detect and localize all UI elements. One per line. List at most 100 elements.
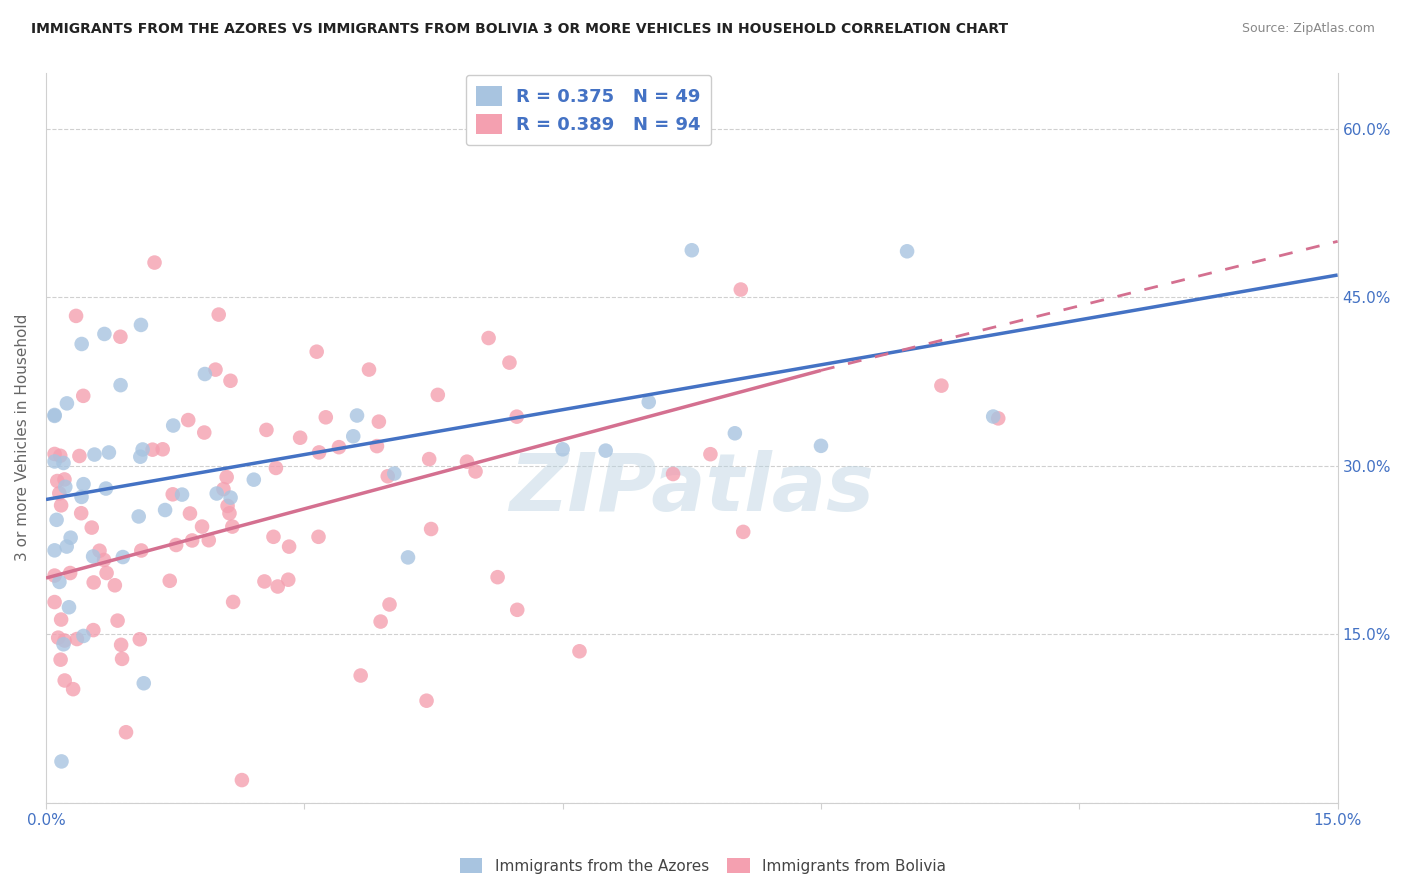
Point bbox=[159, 574, 181, 588]
Point bbox=[44, 568, 66, 582]
Point bbox=[170, 487, 193, 501]
Point bbox=[222, 595, 245, 609]
Point bbox=[215, 470, 238, 484]
Point bbox=[288, 431, 311, 445]
Point bbox=[478, 331, 501, 345]
Point bbox=[315, 410, 337, 425]
Point bbox=[129, 450, 152, 464]
Point bbox=[197, 533, 219, 548]
Point bbox=[45, 513, 67, 527]
Point bbox=[498, 356, 520, 370]
Text: ZIPatlas: ZIPatlas bbox=[509, 450, 875, 528]
Point bbox=[191, 519, 214, 533]
Point bbox=[53, 633, 76, 648]
Point bbox=[153, 503, 176, 517]
Point bbox=[420, 522, 443, 536]
Point bbox=[141, 442, 163, 457]
Point bbox=[506, 409, 529, 424]
Point bbox=[49, 449, 72, 463]
Point bbox=[896, 244, 918, 259]
Point bbox=[89, 543, 111, 558]
Point bbox=[810, 439, 832, 453]
Point bbox=[218, 506, 240, 520]
Point bbox=[243, 473, 266, 487]
Point bbox=[681, 244, 703, 258]
Point bbox=[110, 638, 132, 652]
Point bbox=[53, 673, 76, 688]
Point bbox=[217, 499, 239, 513]
Point bbox=[128, 509, 150, 524]
Point bbox=[94, 482, 117, 496]
Point bbox=[128, 632, 150, 647]
Point bbox=[366, 439, 388, 453]
Point bbox=[370, 615, 392, 629]
Point bbox=[56, 396, 79, 410]
Point bbox=[931, 378, 953, 392]
Point bbox=[53, 472, 76, 486]
Point bbox=[49, 499, 72, 513]
Point bbox=[194, 367, 217, 381]
Point bbox=[82, 549, 104, 564]
Point bbox=[346, 409, 368, 423]
Point bbox=[205, 486, 228, 500]
Point bbox=[62, 682, 84, 697]
Point bbox=[415, 694, 437, 708]
Point bbox=[52, 637, 75, 651]
Point bbox=[177, 413, 200, 427]
Point bbox=[52, 456, 75, 470]
Point bbox=[162, 418, 184, 433]
Point bbox=[67, 449, 90, 463]
Legend: Immigrants from the Azores, Immigrants from Bolivia: Immigrants from the Azores, Immigrants f… bbox=[454, 852, 952, 880]
Point bbox=[382, 467, 405, 481]
Point bbox=[82, 623, 104, 637]
Point bbox=[96, 566, 118, 580]
Point bbox=[231, 773, 253, 788]
Point bbox=[111, 652, 134, 666]
Point bbox=[93, 553, 115, 567]
Point bbox=[733, 524, 755, 539]
Point bbox=[49, 613, 72, 627]
Point bbox=[981, 409, 1004, 424]
Text: IMMIGRANTS FROM THE AZORES VS IMMIGRANTS FROM BOLIVIA 3 OR MORE VEHICLES IN HOUS: IMMIGRANTS FROM THE AZORES VS IMMIGRANTS… bbox=[31, 22, 1008, 37]
Point bbox=[132, 676, 155, 690]
Point bbox=[48, 574, 70, 589]
Point bbox=[104, 578, 127, 592]
Point bbox=[456, 455, 478, 469]
Point bbox=[637, 395, 659, 409]
Point bbox=[305, 344, 328, 359]
Point bbox=[357, 362, 380, 376]
Point bbox=[59, 531, 82, 545]
Point bbox=[111, 549, 134, 564]
Point bbox=[308, 445, 330, 459]
Point bbox=[212, 482, 235, 496]
Point bbox=[110, 330, 132, 344]
Point bbox=[426, 388, 449, 402]
Point bbox=[70, 490, 93, 504]
Point bbox=[464, 465, 486, 479]
Point bbox=[110, 378, 132, 392]
Point bbox=[131, 442, 153, 457]
Point bbox=[65, 309, 87, 323]
Point bbox=[143, 255, 166, 269]
Point bbox=[367, 415, 389, 429]
Point bbox=[724, 426, 747, 441]
Point bbox=[165, 538, 187, 552]
Point bbox=[219, 491, 242, 505]
Point bbox=[44, 447, 66, 461]
Point bbox=[378, 598, 401, 612]
Point bbox=[46, 474, 69, 488]
Point bbox=[48, 486, 70, 500]
Point bbox=[129, 318, 152, 332]
Legend: R = 0.375   N = 49, R = 0.389   N = 94: R = 0.375 N = 49, R = 0.389 N = 94 bbox=[465, 75, 711, 145]
Point bbox=[278, 540, 301, 554]
Point bbox=[595, 443, 617, 458]
Point bbox=[93, 326, 115, 341]
Point bbox=[53, 480, 76, 494]
Point bbox=[107, 614, 129, 628]
Point bbox=[277, 573, 299, 587]
Point bbox=[662, 467, 685, 481]
Point bbox=[58, 600, 80, 615]
Point bbox=[59, 566, 82, 580]
Point bbox=[219, 374, 242, 388]
Point bbox=[221, 519, 243, 533]
